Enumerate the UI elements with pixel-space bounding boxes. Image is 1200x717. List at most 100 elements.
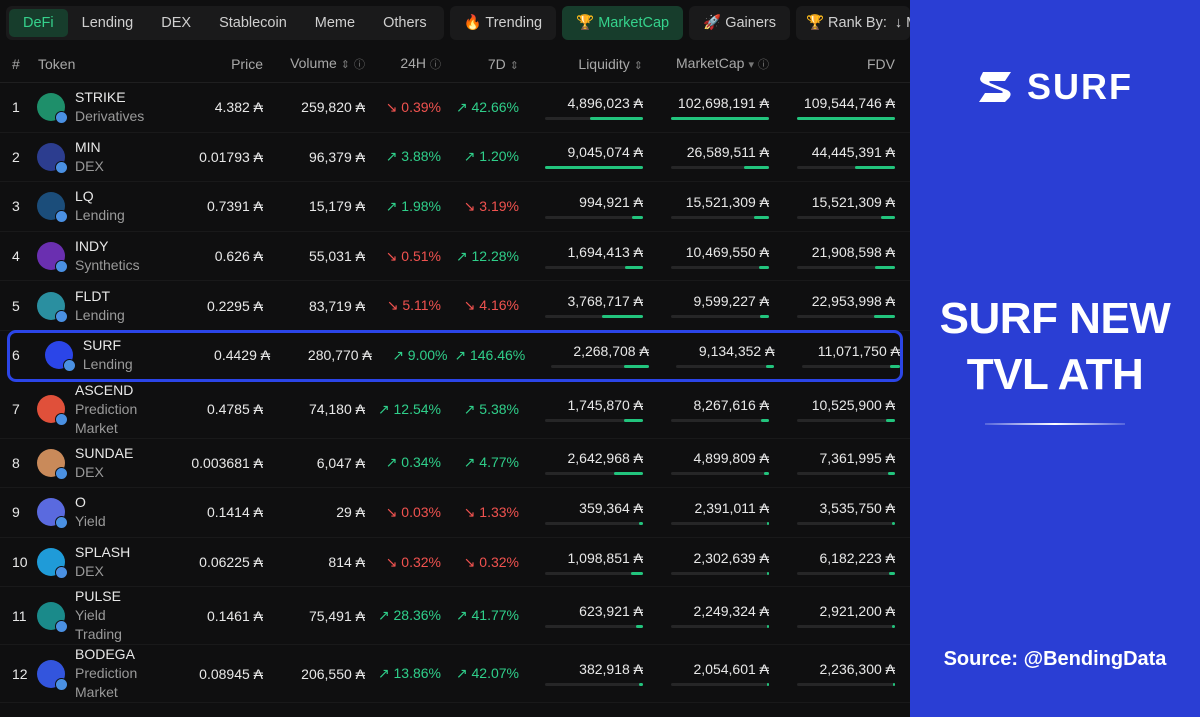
rank: 4 <box>12 248 20 265</box>
table-cell: 2,249,324 ₳ <box>645 603 771 629</box>
table-cell: 2 <box>0 149 35 165</box>
table-row[interactable]: 11 PULSE Yield Trading 0.1461 ₳ 75,491 ₳ ↗ 28… <box>0 587 910 646</box>
table-cell: 6,047 ₳ <box>265 455 367 471</box>
rank-by[interactable]: 🏆 Rank By: ↓ MarketC <box>795 5 910 40</box>
table-body: 1 STRIKE Derivatives 4.382 ₳ 259,820 ₳ ↘ 0.39… <box>0 83 910 704</box>
table-cell: ↗ 12.28% <box>443 248 521 265</box>
table-row[interactable]: 6 SURF Lending 0.4429 ₳ 280,770 ₳ ↗ 9.00% ↗ 14… <box>7 329 903 382</box>
view-tab[interactable]: 🚀 Gainers <box>689 5 790 40</box>
bar <box>614 472 643 476</box>
verified-badge <box>62 359 76 373</box>
category-tab[interactable]: DeFi <box>9 8 68 37</box>
screenshot: DeFi Lending DEX Stablecoin Meme Others 🔥 Tren… <box>0 5 910 704</box>
column-header[interactable]: 24H ⓘ <box>367 55 443 72</box>
column-header[interactable]: MarketCap ▾ ⓘ <box>645 55 771 72</box>
table-row[interactable]: 4 INDY Synthetics 0.626 ₳ 55,031 ₳ ↘ 0.51% ↗ 1… <box>0 232 910 282</box>
change-24h: ↘ 0.39% <box>385 98 441 115</box>
volume: 55,031 ₳ <box>308 248 365 265</box>
table-cell: 7 <box>0 401 35 417</box>
category-tab[interactable]: Meme <box>314 14 356 31</box>
liquidity: 1,745,870 ₳ <box>567 396 643 413</box>
table-row[interactable]: 3 LQ Lending 0.7391 ₳ 15,179 ₳ ↗ 1.98% ↘ 3.19%… <box>0 182 910 232</box>
table-cell: ↗ 13.86% <box>367 665 443 682</box>
liquidity: 623,921 ₳ <box>579 603 643 620</box>
fdv: 44,445,391 ₳ <box>811 144 895 161</box>
fdv: 2,236,300 ₳ <box>819 661 895 678</box>
volume: 280,770 ₳ <box>307 347 372 364</box>
price: 0.626 ₳ <box>214 248 263 265</box>
table-row[interactable]: 10 SPLASH DEX 0.06225 ₳ 814 ₳ ↘ 0.32% ↘ 0.32% 1… <box>0 538 910 588</box>
token-category: Lending <box>75 207 125 224</box>
token-info: LQ Lending <box>75 187 125 225</box>
bar <box>764 472 769 476</box>
bar <box>766 625 769 629</box>
verified-badge <box>55 677 68 691</box>
bar-track <box>671 418 769 422</box>
bar <box>766 521 769 525</box>
table-row[interactable]: 9 O Yield 0.1414 ₳ 29 ₳ ↘ 0.03% ↘ 1.33% 359,364… <box>0 488 910 538</box>
price: 0.08945 ₳ <box>199 665 263 682</box>
token-name: INDY <box>75 238 109 255</box>
table-cell: 10 <box>0 554 35 570</box>
view-tab[interactable]: 🔥 Trending <box>449 5 557 40</box>
logo: SURF <box>910 66 1200 108</box>
fdv: 2,921,200 ₳ <box>819 603 895 620</box>
marketcap: 2,391,011 ₳ <box>694 499 769 516</box>
table-cell: O Yield <box>35 493 175 531</box>
bar <box>636 625 643 629</box>
column-header[interactable]: Price <box>175 56 265 72</box>
table-cell: LQ Lending <box>35 187 175 225</box>
table-row[interactable]: 1 STRIKE Derivatives 4.382 ₳ 259,820 ₳ ↘ 0.39… <box>0 83 910 133</box>
column-header[interactable]: 7D ⇕ <box>443 56 521 72</box>
table-row[interactable]: 5 FLDT Lending 0.2295 ₳ 83,719 ₳ ↘ 5.11% ↘ 4.1… <box>0 281 910 331</box>
token-info: FLDT Lending <box>75 287 125 325</box>
table-cell: ↗ 1.98% <box>367 198 443 215</box>
table-cell: ↗ 4.77% <box>443 454 521 471</box>
token-icon <box>37 395 68 427</box>
table-cell: 96,379 ₳ <box>265 149 367 165</box>
table-cell: SUNDAE DEX <box>35 444 175 482</box>
change-24h: ↘ 0.32% <box>385 553 441 570</box>
table-cell: ↘ 1.33% <box>443 504 521 521</box>
view-tab[interactable]: 🏆 MarketCap <box>562 5 684 40</box>
table-cell: ↘ 0.39% <box>367 99 443 116</box>
column-header[interactable]: FDV <box>771 56 897 72</box>
table-row[interactable]: 8 SUNDAE DEX 0.003681 ₳ 6,047 ₳ ↗ 0.34% ↗ 4.77… <box>0 439 910 489</box>
fdv: 21,908,598 ₳ <box>811 243 895 260</box>
bar <box>624 265 643 269</box>
table-cell: 280,770 ₳ <box>272 347 374 363</box>
change-7d: ↗ 12.28% <box>455 247 519 264</box>
token-category: Lending <box>82 356 133 373</box>
marketcap: 2,054,601 ₳ <box>693 661 769 678</box>
change-24h: ↗ 0.34% <box>385 454 441 471</box>
fdv: 22,953,998 ₳ <box>811 293 895 310</box>
verified-badge <box>55 210 68 224</box>
info-icon: ⓘ <box>354 59 365 71</box>
bar <box>766 571 769 575</box>
token-category: Prediction Market <box>75 400 138 436</box>
table-row[interactable]: 2 MIN DEX 0.01793 ₳ 96,379 ₳ ↗ 3.88% ↗ 1.20% 9,… <box>0 133 910 183</box>
token-name: LQ <box>75 188 94 205</box>
table-cell: 1,745,870 ₳ <box>521 397 645 422</box>
liquidity: 2,642,968 ₳ <box>567 450 643 467</box>
category-tab[interactable]: DEX <box>161 14 192 31</box>
table-row[interactable]: 7 ASCEND Prediction Market 0.4785 ₳ 74,180 ₳… <box>0 381 910 439</box>
column-header[interactable]: Volume ⇕ ⓘ <box>265 55 367 72</box>
table-cell: 11 <box>0 608 35 624</box>
table-cell: 3,535,750 ₳ <box>771 500 897 525</box>
rank: 2 <box>12 148 20 165</box>
table-cell: ↗ 42.07% <box>443 665 521 682</box>
token-info: BODEGA Prediction Market <box>75 645 155 702</box>
table-row[interactable]: 12 BODEGA Prediction Market 0.08945 ₳ 206,55… <box>0 645 910 704</box>
table-cell: 2,921,200 ₳ <box>771 603 897 629</box>
column-header[interactable]: Liquidity ⇕ <box>521 56 645 72</box>
table-cell: STRIKE Derivatives <box>35 88 175 126</box>
category-tab[interactable]: Stablecoin <box>219 14 287 31</box>
category-tab[interactable]: Others <box>383 14 427 31</box>
token-category: DEX <box>75 157 104 174</box>
bar <box>545 166 643 170</box>
bar-track <box>545 315 643 319</box>
table-cell: ↗ 42.66% <box>443 99 521 116</box>
category-tab[interactable]: Lending <box>81 14 134 31</box>
change-24h: ↗ 3.88% <box>385 148 441 165</box>
